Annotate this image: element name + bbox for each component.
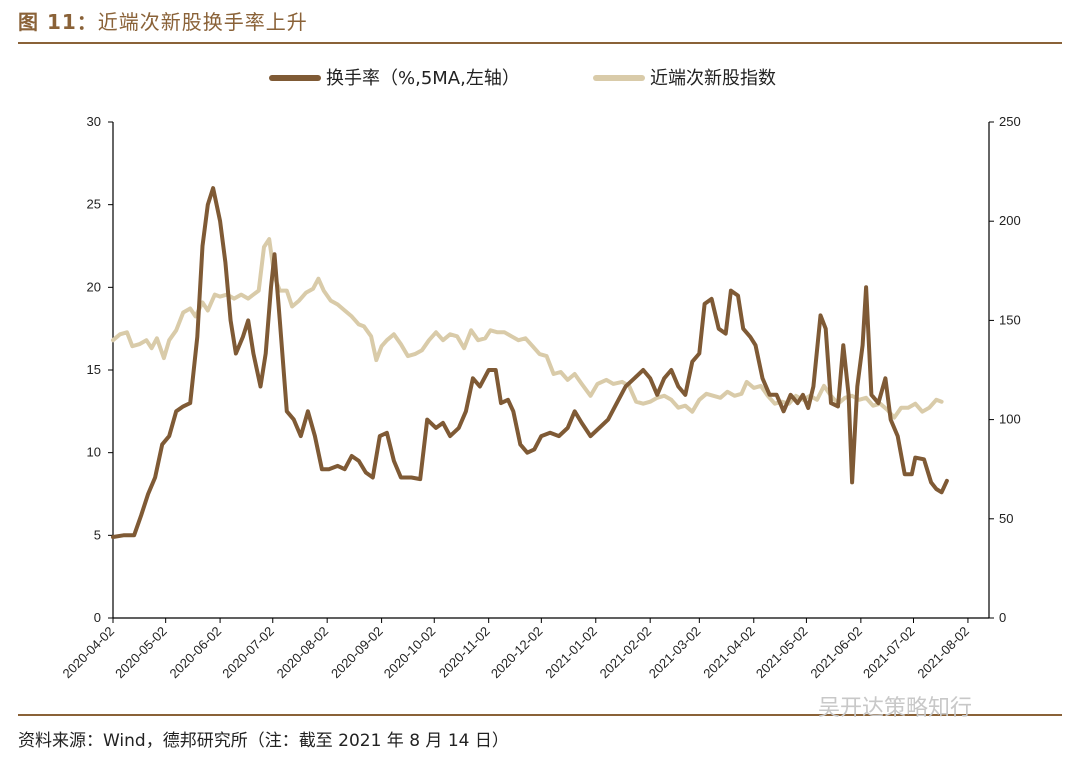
right-tick-label: 100 (999, 412, 1021, 427)
x-tick-label: 2020-11-02 (436, 624, 493, 681)
legend-index-label: 近端次新股指数 (650, 68, 776, 89)
right-tick-label: 50 (999, 511, 1013, 526)
legend-turnover-label: 换手率（%,5MA,左轴） (326, 68, 520, 89)
x-tick-label: 2020-08-02 (274, 624, 332, 682)
left-tick-label: 30 (87, 114, 101, 129)
x-tick-label: 2020-06-02 (167, 624, 225, 682)
x-tick-label: 2021-04-02 (700, 624, 758, 682)
top-rule (18, 42, 1062, 44)
right-tick-label: 200 (999, 213, 1021, 228)
x-tick-label: 2020-12-02 (488, 624, 546, 682)
turnover-series-line (111, 186, 949, 539)
figure-label: 图 11： (18, 10, 98, 34)
x-tick-label: 2020-05-02 (112, 624, 170, 682)
left-tick-label: 0 (94, 610, 101, 625)
x-tick-label: 2021-06-02 (807, 624, 865, 682)
x-tick-label: 2021-05-02 (753, 624, 811, 682)
x-tick-label: 2020-07-02 (219, 624, 277, 682)
right-tick-label: 0 (999, 610, 1006, 625)
x-tick-label: 2020-04-02 (59, 624, 117, 682)
x-tick-label: 2020-10-02 (381, 624, 439, 682)
source-note: 资料来源：Wind，德邦研究所（注：截至 2021 年 8 月 14 日） (18, 731, 509, 751)
x-tick-label: 2020-09-02 (328, 624, 386, 682)
figure-title: 图 11：近端次新股换手率上升 (18, 6, 308, 35)
x-tick-label: 2021-02-02 (597, 624, 655, 682)
left-tick-label: 25 (87, 197, 101, 212)
left-tick-label: 10 (87, 445, 101, 460)
left-tick-label: 5 (94, 527, 101, 542)
x-tick-label: 2021-07-02 (860, 624, 918, 682)
left-tick-label: 15 (87, 362, 101, 377)
x-tick-label: 2021-08-02 (914, 624, 972, 682)
bottom-rule (18, 714, 1062, 716)
right-tick-label: 150 (999, 312, 1021, 327)
right-tick-label: 250 (999, 114, 1021, 129)
figure-title-text: 近端次新股换手率上升 (97, 10, 308, 34)
x-tick-label: 2021-03-02 (646, 624, 704, 682)
x-tick-label: 2021-01-02 (542, 624, 600, 682)
left-tick-label: 20 (87, 279, 101, 294)
watermark: 吴开达策略知行 (818, 696, 973, 721)
